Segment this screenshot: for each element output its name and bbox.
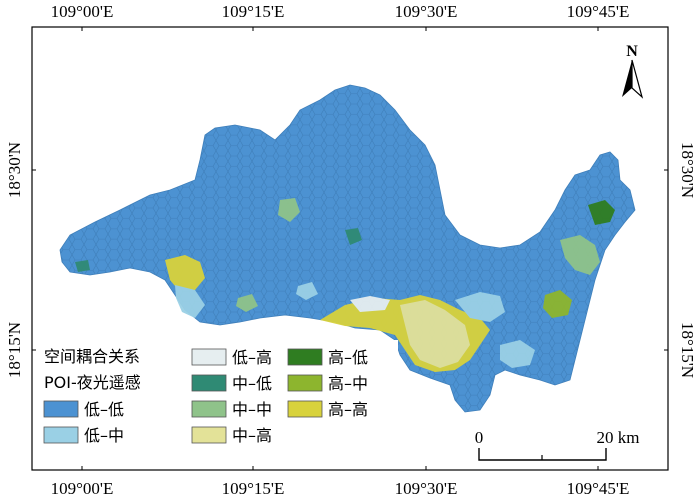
bottom-axis: 109°00'E 109°15'E 109°30'E 109°45'E	[51, 479, 630, 498]
legend-swatch	[43, 400, 79, 418]
top-axis: 109°00'E 109°15'E 109°30'E 109°45'E	[51, 2, 630, 21]
legend-swatch	[287, 348, 323, 366]
legend-title-line1: 空间耦合关系	[44, 347, 140, 366]
bottom-tick-label: 109°00'E	[51, 479, 114, 498]
legend-swatch	[191, 426, 227, 444]
study-region	[59, 84, 636, 413]
north-arrow-icon: N	[622, 43, 644, 99]
scale-bar: 0 20 km	[475, 428, 640, 461]
legend-swatch	[191, 400, 227, 418]
scale-end-label: 20 km	[597, 428, 640, 447]
left-axis: 18°30'N 18°15'N	[5, 142, 24, 378]
coupling-clusters	[75, 198, 615, 372]
top-tick-label: 109°45'E	[567, 2, 630, 21]
legend-title-line2: POI-夜光遥感	[44, 373, 141, 392]
legend: 空间耦合关系 POI-夜光遥感 低–低低–中 低–高中–低中–中中–高 高–低高–中…	[40, 340, 398, 465]
legend-swatch	[287, 374, 323, 392]
north-label: N	[626, 43, 638, 60]
legend-label: 低–高	[232, 348, 272, 367]
right-axis: 18°30'N 18°15'N	[678, 142, 697, 378]
legend-label: 高–中	[328, 374, 368, 393]
legend-label: 高–低	[328, 348, 368, 367]
legend-label: 高–高	[328, 400, 368, 419]
bottom-tick-label: 109°30'E	[395, 479, 458, 498]
legend-swatch	[191, 348, 227, 366]
legend-label: 低–低	[84, 400, 124, 419]
legend-label: 中–中	[232, 400, 272, 419]
right-tick-label: 18°15'N	[678, 322, 697, 378]
tick-marks	[32, 27, 668, 470]
left-tick-label: 18°30'N	[5, 142, 24, 198]
top-tick-label: 109°30'E	[395, 2, 458, 21]
legend-swatch	[43, 426, 79, 444]
right-tick-label: 18°30'N	[678, 142, 697, 198]
top-tick-label: 109°00'E	[51, 2, 114, 21]
legend-label: 中–低	[232, 374, 272, 393]
legend-label: 中–高	[232, 426, 272, 445]
top-tick-label: 109°15'E	[222, 2, 285, 21]
left-tick-label: 18°15'N	[5, 322, 24, 378]
legend-swatch	[191, 374, 227, 392]
bottom-tick-label: 109°45'E	[567, 479, 630, 498]
legend-label: 低–中	[84, 426, 124, 445]
scale-start-label: 0	[475, 428, 484, 447]
legend-swatch	[287, 400, 323, 418]
bottom-tick-label: 109°15'E	[222, 479, 285, 498]
